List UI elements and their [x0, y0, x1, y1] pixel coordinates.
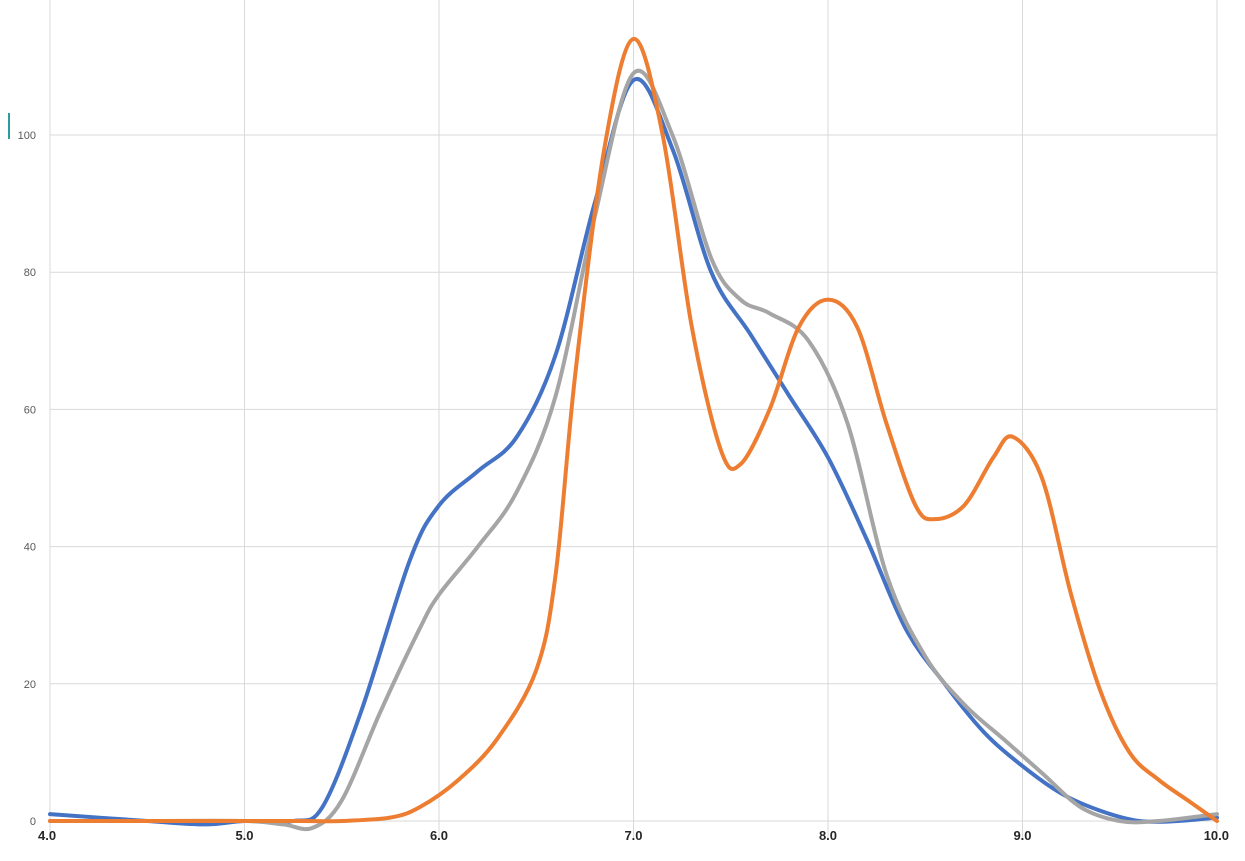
y-tick-label: 40	[24, 542, 36, 554]
x-tick-label: 10.0	[1204, 828, 1229, 843]
x-tick-label: 4.0	[38, 828, 56, 843]
grid-lines	[49, 0, 1218, 839]
series-lines	[48, 36, 1219, 832]
x-tick-label: 9.0	[1013, 828, 1031, 843]
series-line-3	[48, 36, 1219, 824]
y-axis-tick-labels: 0 20 40 60 80 100	[18, 130, 36, 828]
axis-marker	[8, 113, 10, 139]
x-tick-label: 6.0	[430, 828, 448, 843]
y-tick-label: 60	[24, 404, 36, 416]
x-tick-label: 5.0	[235, 828, 253, 843]
x-tick-label: 8.0	[819, 828, 837, 843]
y-tick-label: 0	[30, 816, 36, 828]
y-tick-label: 80	[24, 267, 36, 279]
x-axis-tick-labels: 4.0 5.0 6.0 7.0 8.0 9.0 10.0	[38, 828, 1229, 843]
x-tick-label: 7.0	[624, 828, 642, 843]
y-tick-label: 20	[24, 679, 36, 691]
y-tick-label: 100	[18, 130, 36, 142]
